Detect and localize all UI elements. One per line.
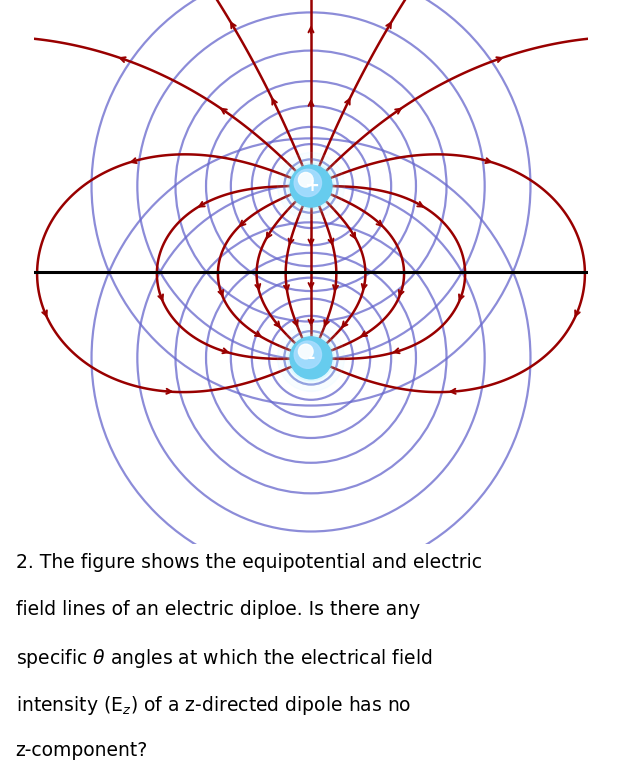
Text: 2. The figure shows the equipotential and electric: 2. The figure shows the equipotential an…	[16, 553, 481, 572]
Circle shape	[299, 172, 313, 187]
Circle shape	[290, 165, 332, 207]
Circle shape	[294, 341, 322, 368]
Circle shape	[284, 159, 338, 214]
Text: -: -	[309, 349, 316, 367]
Circle shape	[288, 335, 334, 381]
Circle shape	[299, 344, 313, 359]
Text: intensity (E$_z$) of a z-directed dipole has no: intensity (E$_z$) of a z-directed dipole…	[16, 694, 411, 717]
Text: +: +	[305, 177, 320, 195]
Circle shape	[284, 330, 338, 385]
Text: z-component?: z-component?	[16, 741, 148, 760]
Circle shape	[277, 324, 345, 392]
Circle shape	[294, 169, 322, 197]
Text: specific $\theta$ angles at which the electrical field: specific $\theta$ angles at which the el…	[16, 647, 432, 670]
Text: field lines of an electric diploe. Is there any: field lines of an electric diploe. Is th…	[16, 600, 420, 619]
Circle shape	[277, 152, 345, 220]
Circle shape	[290, 337, 332, 379]
Circle shape	[288, 163, 334, 209]
